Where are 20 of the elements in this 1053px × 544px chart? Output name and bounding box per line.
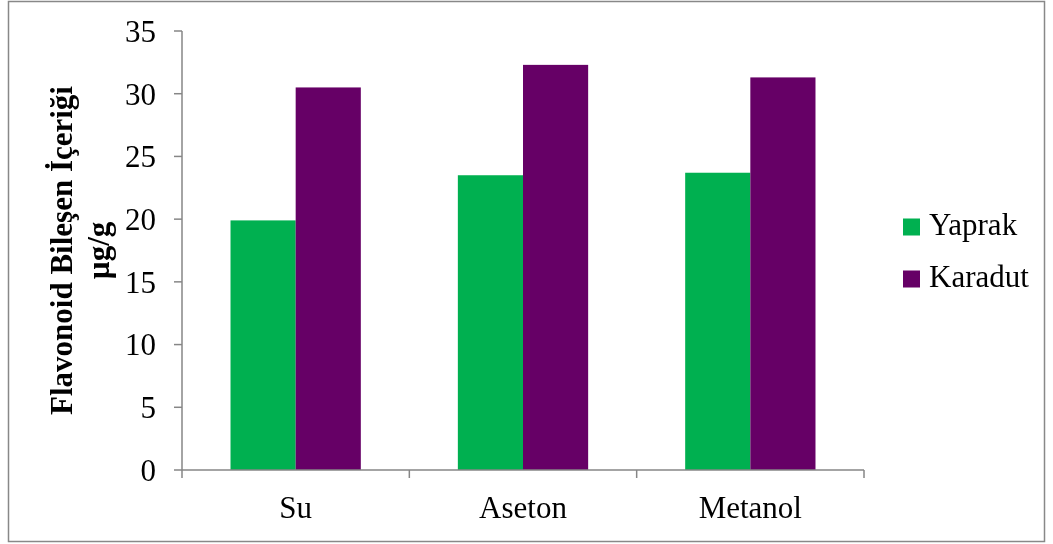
y-tick-label: 35	[125, 13, 156, 49]
y-tick-label: 25	[125, 139, 156, 175]
legend-label: Karadut	[929, 258, 1030, 294]
bar	[295, 87, 361, 470]
x-tick-label: Metanol	[698, 490, 802, 525]
legend-label: Yaprak	[929, 206, 1018, 242]
y-tick-label: 15	[125, 264, 156, 300]
x-tick-label: Aseton	[479, 490, 568, 525]
bar	[457, 175, 523, 470]
bar	[685, 172, 751, 470]
y-tick-label: 30	[125, 76, 156, 112]
y-axis-title: Flavonoid Bileşen İçeriği µg/g	[44, 85, 116, 415]
x-tick-label: Su	[279, 490, 313, 525]
bar	[230, 220, 296, 470]
y-tick-label: 0	[140, 452, 156, 488]
y-tick-label: 10	[125, 327, 156, 363]
bar	[750, 77, 816, 470]
bar	[523, 64, 589, 470]
y-tick-label: 20	[125, 201, 156, 237]
y-tick-label: 5	[140, 390, 156, 426]
